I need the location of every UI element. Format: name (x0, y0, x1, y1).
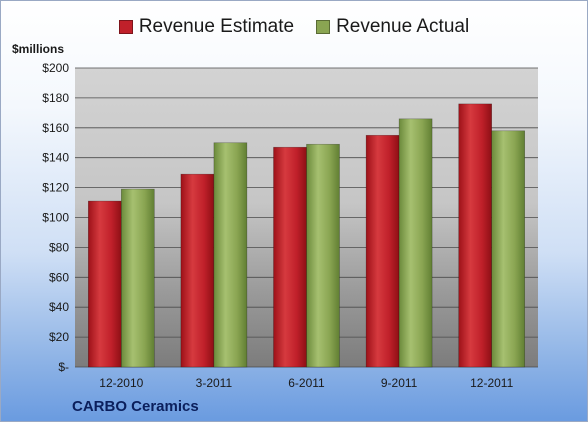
bar-revenue-estimate (458, 103, 493, 368)
bar-revenue-actual (491, 130, 526, 368)
y-tick-label: $140 (42, 151, 69, 165)
x-tick-label: 12-2011 (470, 376, 513, 390)
x-axis-ticks: 12-2010 3-2011 6-2011 9-2011 12-2011 (99, 376, 513, 390)
chart-legend: Revenue Estimate Revenue Actual (0, 16, 588, 38)
legend-label-actual: Revenue Actual (336, 16, 470, 37)
x-tick-label: 9-2011 (381, 376, 418, 390)
y-tick-label: $180 (42, 91, 69, 105)
x-tick-label: 6-2011 (288, 376, 325, 390)
y-tick-label: $100 (42, 211, 69, 225)
bar-revenue-actual (306, 143, 340, 368)
bars (88, 103, 526, 368)
x-tick-label: 12-2010 (99, 376, 143, 390)
y-tick-label: $60 (49, 270, 69, 284)
y-tick-label: $20 (49, 330, 69, 344)
y-tick-label: $120 (42, 181, 69, 195)
y-tick-label: $- (58, 360, 69, 374)
bar-revenue-actual (213, 142, 248, 368)
legend-item-actual: Revenue Actual (316, 16, 469, 38)
bar-revenue-estimate (273, 146, 307, 368)
bar-revenue-actual (121, 188, 155, 368)
legend-item-estimate: Revenue Estimate (118, 16, 295, 38)
y-tick-label: $160 (42, 121, 69, 135)
bar-revenue-estimate (365, 134, 400, 368)
y-tick-label: $40 (49, 300, 69, 314)
bar-revenue-actual (398, 118, 433, 368)
bar-revenue-estimate (88, 200, 122, 368)
y-tick-label: $80 (49, 240, 69, 254)
legend-label-estimate: Revenue Estimate (138, 16, 295, 37)
y-tick-label: $200 (42, 61, 69, 75)
y-axis-ticks: $- $20 $40 $60 $80 $100 $120 $140 $160 $180 $200 (42, 61, 69, 374)
company-name: CARBO Ceramics (72, 398, 199, 415)
x-tick-label: 3-2011 (196, 376, 233, 390)
bar-revenue-estimate (180, 173, 215, 368)
y-axis-unit-label: $millions (12, 42, 65, 56)
legend-swatch-estimate (118, 20, 133, 34)
legend-swatch-actual (316, 20, 331, 34)
